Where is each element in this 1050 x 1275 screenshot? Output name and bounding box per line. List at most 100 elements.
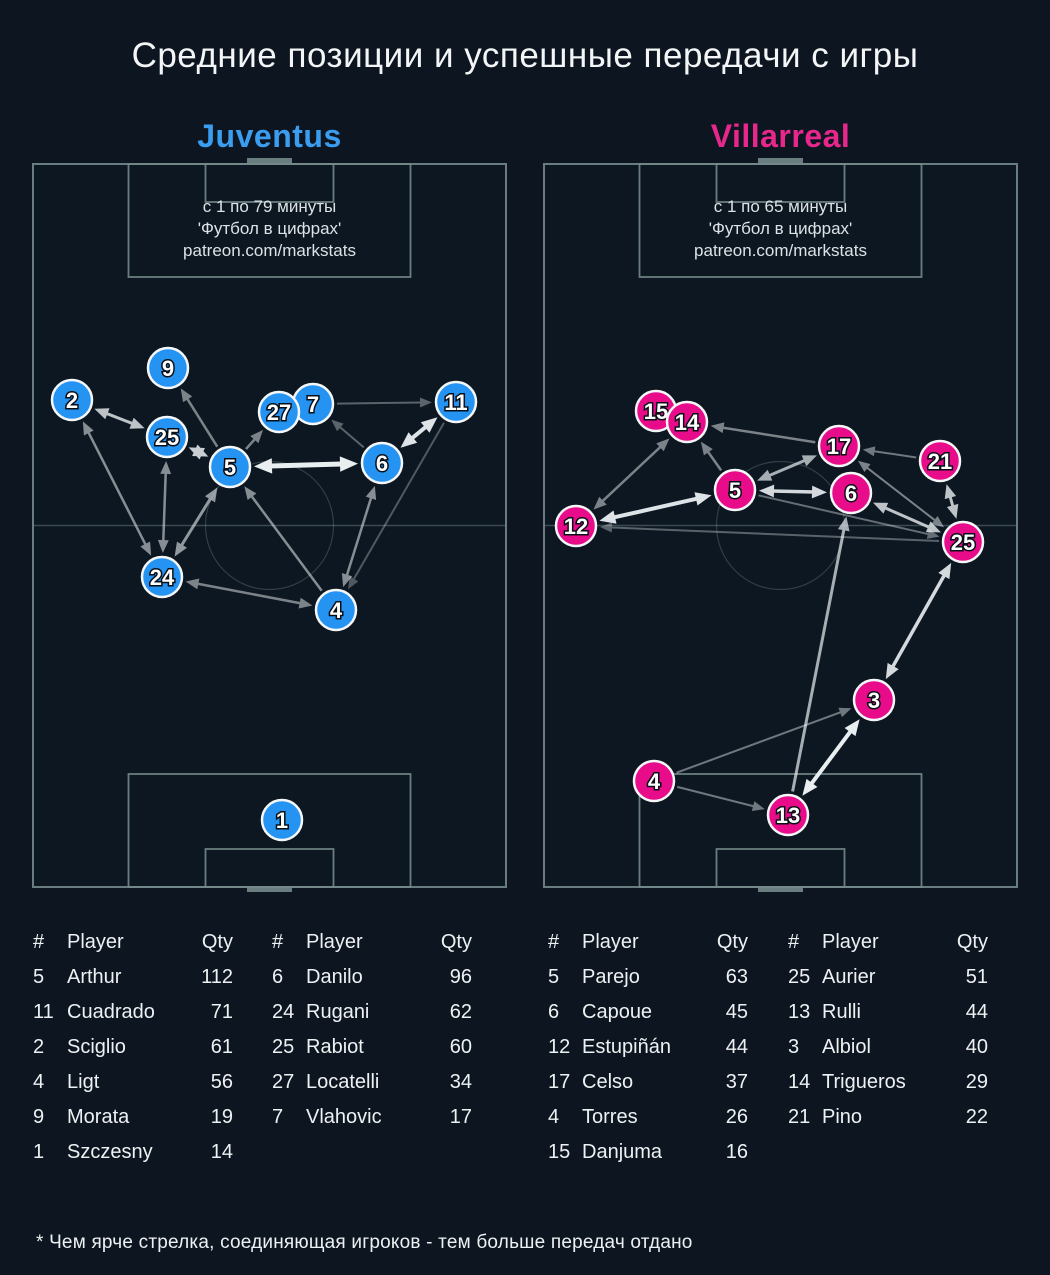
player-circle [554, 504, 598, 548]
pass-arrow-head [250, 429, 264, 444]
player-number: 4 [330, 598, 343, 623]
pass-arrow-head [872, 502, 889, 514]
pass-arrow-head [331, 419, 344, 432]
pass-arrow-shaft [767, 458, 807, 478]
cell-qty: 62 [449, 1001, 472, 1023]
cell-player: Arthur [67, 966, 122, 988]
cell-number: 9 [33, 1106, 45, 1128]
cell-player: Morata [67, 1106, 130, 1128]
pass-arrow-shaft [612, 496, 699, 520]
player-circle [941, 520, 985, 564]
player-number: 5 [224, 455, 236, 480]
pass-arrow-head [758, 484, 775, 498]
player-marker-1: 1 [260, 798, 304, 842]
pass-arrow [180, 388, 219, 448]
pass-arrow-head [160, 460, 172, 475]
cell-player: Danjuma [582, 1141, 663, 1163]
player-number: 5 [729, 478, 741, 503]
cell-number: 1 [33, 1141, 45, 1163]
goal-bottom [247, 887, 292, 892]
player-number: 7 [307, 392, 319, 417]
player-number: 4 [648, 769, 661, 794]
cell-qty: 22 [965, 1106, 988, 1128]
player-number: 27 [267, 400, 291, 425]
player-circle [314, 588, 358, 632]
player-circle [208, 445, 252, 489]
pass-arrow-head [365, 485, 377, 500]
pass-arrow-shaft [890, 573, 947, 669]
cell-player: Parejo [582, 966, 640, 988]
pass-arrow-head [188, 447, 205, 460]
table-row: 9 Morata 19 [33, 1100, 233, 1135]
player-number: 25 [155, 425, 179, 450]
player-number: 21 [928, 449, 952, 474]
pass-arrow-head [129, 417, 145, 429]
player-marker-3: 3 [852, 678, 896, 722]
pass-arrow-shaft [865, 466, 937, 522]
pitch-annotation-line: 'Футбол в цифрах' [709, 219, 853, 238]
pass-arrow-shaft [162, 471, 167, 543]
pass-arrow-head [837, 516, 850, 532]
player-circle [145, 415, 189, 459]
cell-number: 25 [272, 1036, 295, 1058]
cell-qty: 56 [210, 1071, 233, 1093]
pass-arrow-shaft [706, 449, 723, 472]
player-circle [360, 441, 404, 485]
team-title-juventus: Juventus [197, 118, 342, 154]
pitch-annotation-line: с 1 по 65 минуты [714, 197, 848, 216]
cell-player: Rulli [822, 1001, 861, 1023]
player-number: 17 [827, 434, 851, 459]
pass-arrow-shaft [872, 450, 917, 459]
pass-arrow-head [694, 492, 712, 506]
cell-player: Player [582, 931, 639, 953]
table-row: 7 Vlahovic 17 [272, 1100, 472, 1135]
table-row: 14 Trigueros 29 [788, 1065, 988, 1100]
pass-arrow-head [857, 460, 871, 472]
pass-arrow-shaft [86, 430, 148, 547]
cell-qty: Qty [716, 931, 748, 953]
pass-arrow-head [751, 801, 765, 811]
cell-qty: 19 [210, 1106, 233, 1128]
pass-arrow-head [253, 458, 273, 474]
cell-number: 15 [548, 1141, 571, 1163]
pass-arrow-head [419, 397, 433, 408]
cell-qty: 71 [210, 1001, 233, 1023]
player-marker-27: 27 [257, 390, 301, 434]
pass-arrow-head [802, 778, 818, 796]
pass-arrow [185, 578, 313, 609]
goal-bottom [758, 887, 803, 892]
player-marker-5: 5 [208, 445, 252, 489]
pitch-outline [32, 163, 507, 888]
pass-arrow-head [185, 578, 200, 590]
player-marker-9: 9 [146, 346, 190, 390]
pass-arrow-shaft [758, 494, 931, 536]
table-row: 13 Rulli 44 [788, 995, 988, 1030]
pass-arrow [253, 456, 359, 474]
pass-arrow [872, 502, 942, 533]
passes-table-juventus-1: # Player Qty 5 Arthur 112 11 Cuadrado 71 2 Sciglio… [33, 925, 233, 1170]
player-circle [260, 798, 304, 842]
cell-number: # [788, 931, 800, 953]
pass-arrow-shaft [352, 422, 445, 582]
table-row: 17 Celso 37 [548, 1065, 748, 1100]
cell-player: Player [306, 931, 363, 953]
cell-qty: 45 [725, 1001, 748, 1023]
table-row: 4 Ligt 56 [33, 1065, 233, 1100]
cell-number: 6 [272, 966, 284, 988]
player-circle [434, 380, 478, 424]
pass-arrow-head [811, 485, 828, 499]
pass-arrow [244, 486, 323, 592]
pass-arrow-head [946, 503, 959, 519]
cell-number: 4 [548, 1106, 560, 1128]
cell-player: Pino [822, 1106, 863, 1128]
player-number: 12 [564, 514, 588, 539]
pass-arrow-head [938, 562, 952, 580]
cell-qty: 34 [449, 1071, 472, 1093]
cell-number: 6 [548, 1001, 560, 1023]
pass-arrow-shaft [600, 445, 663, 503]
player-number: 13 [776, 803, 800, 828]
pass-arrow-head [801, 455, 817, 467]
cell-number: 13 [788, 1001, 811, 1023]
pass-arrow [758, 484, 828, 499]
table-row: 12 Estupiñán 44 [548, 1030, 748, 1065]
